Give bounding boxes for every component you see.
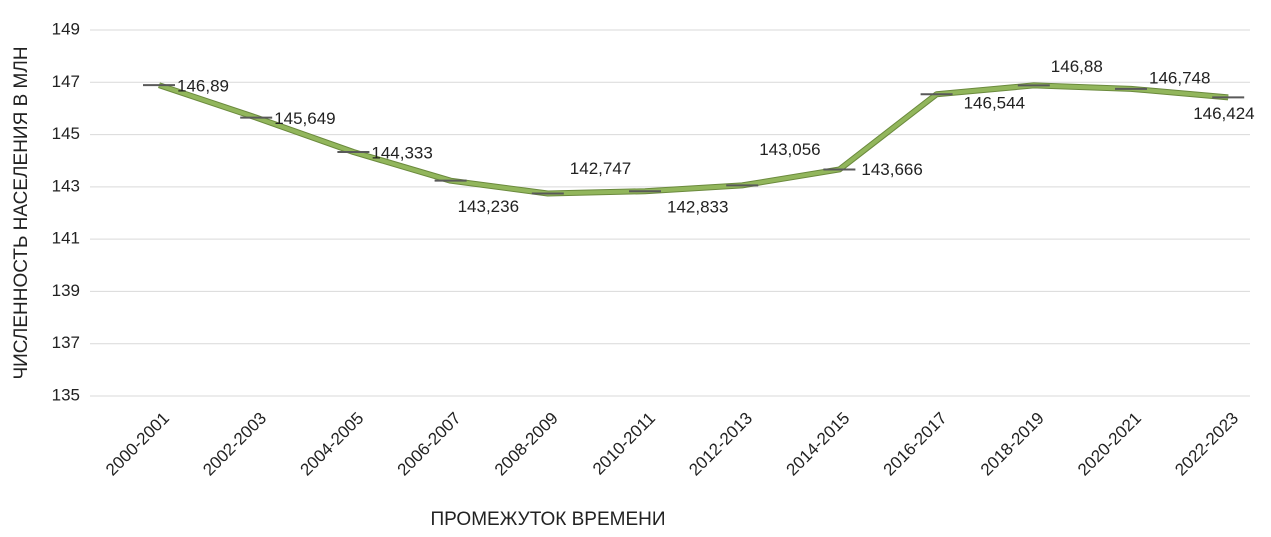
data-label: 143,666 — [861, 160, 922, 179]
y-axis-title: ЧИСЛЕННОСТЬ НАСЕЛЕНИЯ В МЛН — [11, 46, 32, 379]
x-tick-label: 2000-2001 — [102, 409, 173, 480]
data-label: 146,89 — [177, 77, 229, 96]
x-tick-label: 2020-2021 — [1074, 409, 1145, 480]
data-label: 146,748 — [1149, 68, 1210, 87]
y-tick-label: 147 — [52, 72, 80, 91]
data-label: 146,88 — [1051, 57, 1103, 76]
data-label: 146,424 — [1193, 104, 1254, 123]
x-tick-label: 2022-2023 — [1171, 409, 1242, 480]
data-label: 143,236 — [458, 197, 519, 216]
y-tick-label: 149 — [52, 19, 80, 38]
x-tick-label: 2006-2007 — [394, 409, 465, 480]
x-tick-label: 2014-2015 — [782, 409, 853, 480]
data-label: 144,333 — [371, 143, 432, 162]
x-tick-label: 2004-2005 — [296, 409, 367, 480]
x-tick-label: 2002-2003 — [199, 409, 270, 480]
y-tick-label: 141 — [52, 229, 80, 248]
y-tick-label: 139 — [52, 281, 80, 300]
data-label: 142,747 — [570, 159, 631, 178]
y-tick-label: 143 — [52, 176, 80, 195]
x-tick-label: 2016-2017 — [880, 409, 951, 480]
y-tick-label: 145 — [52, 124, 80, 143]
data-label: 142,833 — [667, 198, 728, 217]
x-tick-label: 2010-2011 — [589, 409, 659, 479]
data-label: 145,649 — [274, 109, 335, 128]
x-tick-label: 2018-2019 — [977, 409, 1048, 480]
data-label: 143,056 — [759, 140, 820, 159]
x-tick-label: 2008-2009 — [491, 409, 562, 480]
line — [158, 83, 1229, 196]
x-axis-title: ПРОМЕЖУТОК ВРЕМЕНИ — [431, 509, 666, 530]
x-tick-label: 2012-2013 — [685, 409, 756, 480]
y-tick-label: 135 — [52, 385, 80, 404]
data-label: 146,544 — [964, 94, 1025, 113]
y-tick-label: 137 — [52, 333, 80, 352]
